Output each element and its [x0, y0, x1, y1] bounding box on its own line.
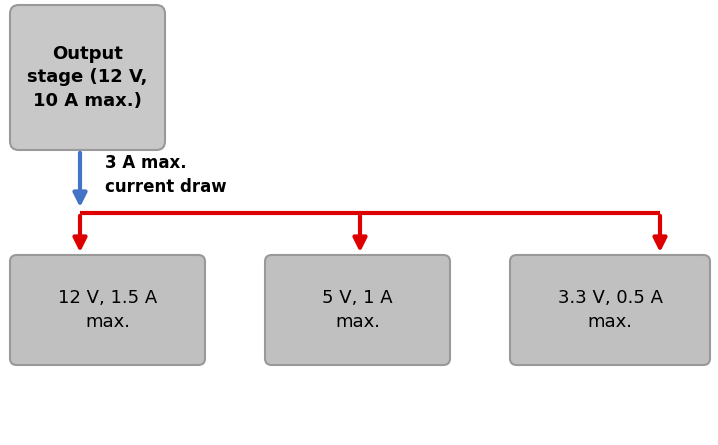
FancyBboxPatch shape [510, 255, 710, 365]
FancyBboxPatch shape [265, 255, 450, 365]
FancyBboxPatch shape [10, 5, 165, 150]
Text: 3 A max.
current draw: 3 A max. current draw [105, 154, 227, 197]
Text: 3.3 V, 0.5 A
max.: 3.3 V, 0.5 A max. [557, 289, 663, 331]
FancyBboxPatch shape [10, 255, 205, 365]
Text: 5 V, 1 A
max.: 5 V, 1 A max. [322, 289, 393, 331]
Text: Output
stage (12 V,
10 A max.): Output stage (12 V, 10 A max.) [27, 45, 148, 110]
Text: 12 V, 1.5 A
max.: 12 V, 1.5 A max. [58, 289, 157, 331]
